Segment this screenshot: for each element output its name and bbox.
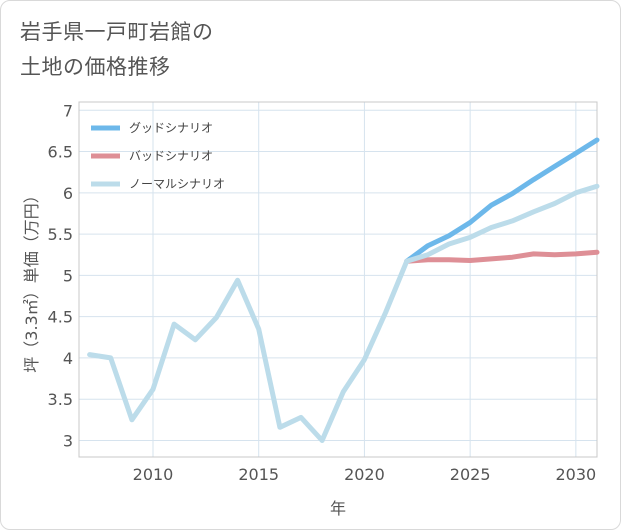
- series-line-2: [90, 186, 597, 440]
- y-tick-label: 3: [63, 431, 73, 450]
- x-tick-label: 2010: [133, 465, 174, 484]
- legend-label: ノーマルシナリオ: [129, 177, 225, 191]
- legend-label: グッドシナリオ: [129, 121, 213, 135]
- y-tick-label: 5.5: [48, 225, 73, 244]
- series-line-0: [407, 140, 597, 261]
- y-tick-label: 3.5: [48, 390, 73, 409]
- line-chart: 33.544.555.566.572010 2015 2020 2025 2030 年 …: [0, 0, 621, 530]
- y-tick-label: 6.5: [48, 143, 73, 162]
- legend-label: バッドシナリオ: [129, 149, 213, 163]
- x-tick-label: 2025: [450, 465, 491, 484]
- y-tick-label: 7: [63, 101, 73, 120]
- x-tick-label: 2015: [238, 465, 279, 484]
- y-tick-label: 5: [63, 266, 73, 285]
- y-tick-label: 4.5: [48, 308, 73, 327]
- y-tick-label: 6: [63, 184, 73, 203]
- x-tick-label: 2020: [344, 465, 385, 484]
- y-tick-label: 4: [63, 349, 73, 368]
- y-axis-label: 坪（3.3㎡）単価（万円）: [22, 187, 41, 372]
- x-axis-label: 年: [330, 499, 346, 518]
- x-tick-label: 2030: [555, 465, 596, 484]
